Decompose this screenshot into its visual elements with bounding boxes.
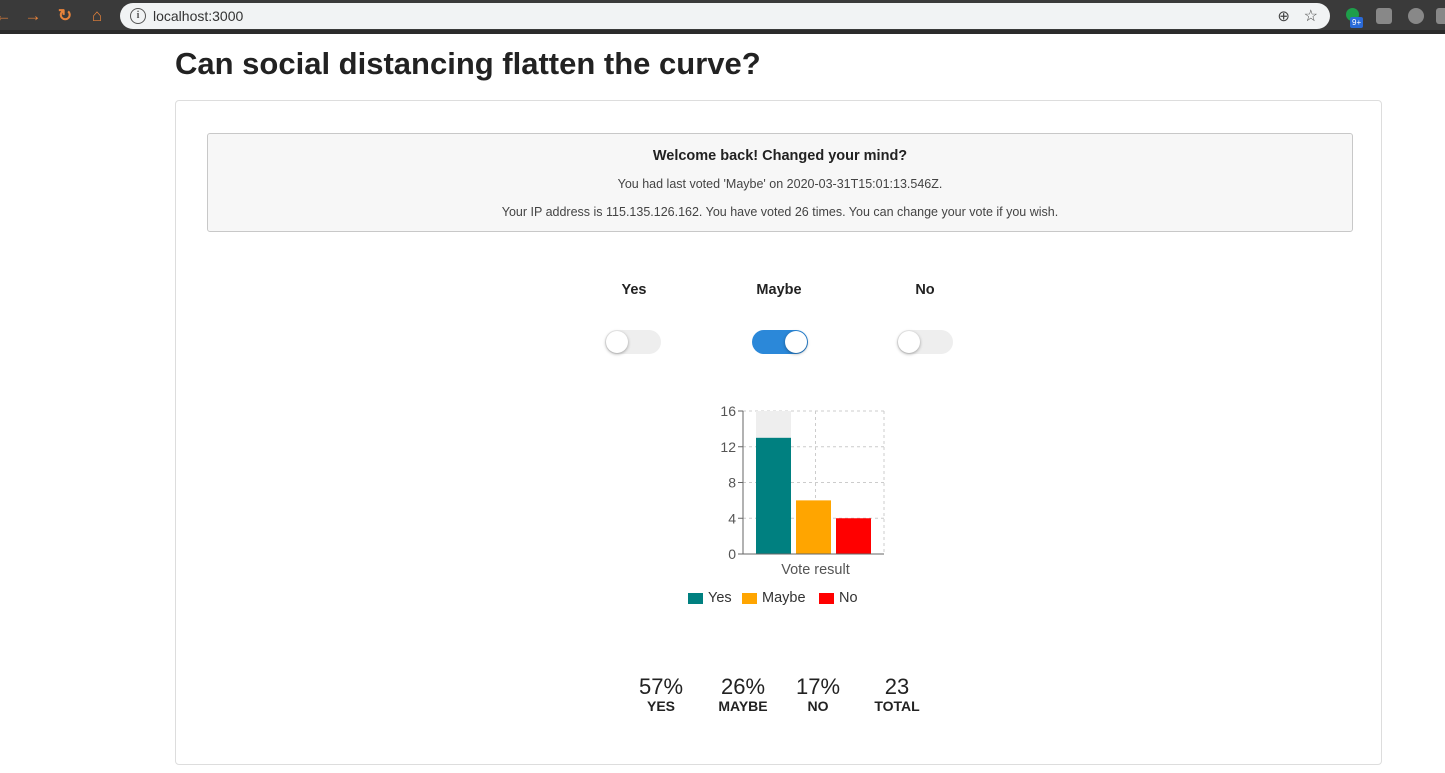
- stat-no: 17% NO: [773, 674, 863, 714]
- toggle-yes[interactable]: [605, 330, 661, 354]
- stat-maybe: 26% MAYBE: [698, 674, 788, 714]
- bar-no: [836, 518, 871, 554]
- notice-ip-info: Your IP address is 115.135.126.162. You …: [501, 205, 1059, 219]
- stat-total-value: 23: [884, 674, 910, 699]
- extension-bulb-icon[interactable]: [1408, 8, 1424, 24]
- y-tick-label: 16: [720, 403, 736, 419]
- toggle-no[interactable]: [897, 330, 953, 354]
- toggle-knob: [898, 331, 920, 353]
- bar-maybe: [796, 500, 831, 554]
- vote-bar-chart: 0 4 8 12 16 Vote result: [720, 403, 885, 578]
- zoom-icon[interactable]: ⊕: [1277, 8, 1290, 25]
- forward-icon[interactable]: →: [24, 6, 42, 25]
- x-axis-label: Vote result: [781, 562, 850, 578]
- y-tick-label: 0: [728, 546, 736, 562]
- extension-icon[interactable]: [1376, 8, 1392, 24]
- stat-maybe-value: 26%: [720, 674, 766, 699]
- stat-maybe-label: MAYBE: [718, 698, 768, 714]
- bookmark-star-icon[interactable]: ☆: [1303, 8, 1318, 25]
- address-bar[interactable]: i localhost:3000 ⊕ ☆: [120, 3, 1330, 29]
- stat-yes-value: 57%: [638, 674, 684, 699]
- home-icon[interactable]: ⌂: [91, 6, 103, 25]
- legend-label: Maybe: [762, 590, 806, 606]
- extension-more-icon[interactable]: [1436, 8, 1445, 24]
- y-tick-label: 4: [728, 510, 736, 526]
- option-label-maybe: Maybe: [756, 282, 802, 298]
- stat-no-value: 17%: [795, 674, 841, 699]
- y-tick-label: 12: [720, 439, 736, 455]
- extension-badge: 9+: [1350, 17, 1364, 28]
- legend-swatch: [742, 593, 757, 604]
- toggle-maybe[interactable]: [752, 330, 808, 354]
- stat-no-label: NO: [807, 698, 829, 714]
- stat-yes: 57% YES: [616, 674, 706, 714]
- legend-swatch: [819, 593, 834, 604]
- notice-heading: Welcome back! Changed your mind?: [652, 148, 908, 164]
- url-text[interactable]: localhost:3000: [153, 8, 244, 24]
- welcome-notice: Welcome back! Changed your mind? You had…: [207, 133, 1353, 232]
- browser-toolbar: ← → ↻ ⌂ i localhost:3000 ⊕ ☆ 9+: [0, 0, 1445, 34]
- stat-total-label: TOTAL: [874, 698, 920, 714]
- reload-icon[interactable]: ↻: [57, 6, 73, 25]
- legend-swatch: [688, 593, 703, 604]
- back-icon[interactable]: ←: [0, 6, 12, 25]
- bar-yes: [756, 437, 791, 554]
- toggle-knob: [785, 331, 807, 353]
- page-title: Can social distancing flatten the curve?: [175, 46, 761, 81]
- legend-label: No: [839, 590, 858, 606]
- option-label-no: No: [915, 282, 935, 298]
- poll-card: Welcome back! Changed your mind? You had…: [175, 100, 1382, 765]
- stat-total: 23 TOTAL: [852, 674, 942, 714]
- toggle-knob: [606, 331, 628, 353]
- stat-yes-label: YES: [646, 698, 675, 714]
- option-label-yes: Yes: [621, 282, 647, 298]
- notice-last-vote: You had last voted 'Maybe' on 2020-03-31…: [617, 177, 943, 191]
- y-tick-label: 8: [728, 475, 736, 491]
- legend-label: Yes: [708, 590, 732, 606]
- site-info-icon[interactable]: i: [130, 8, 146, 24]
